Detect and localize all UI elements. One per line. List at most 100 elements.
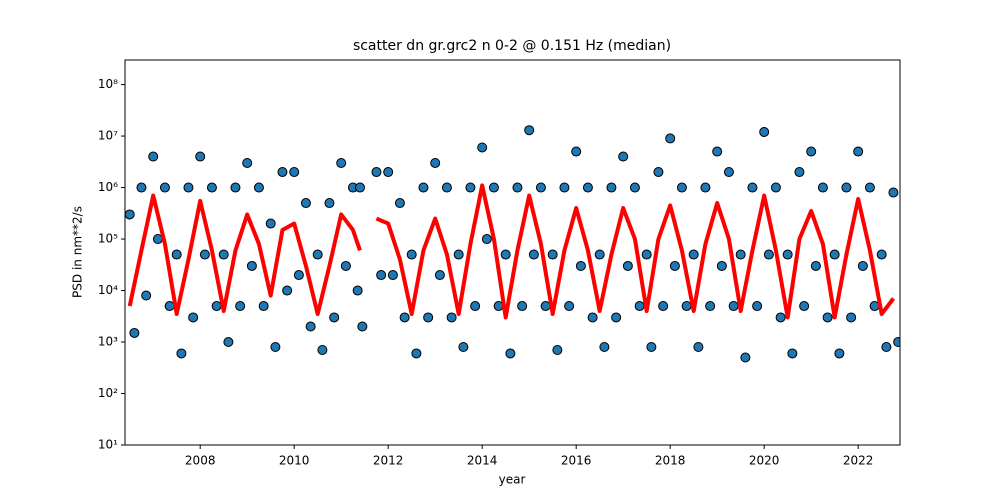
scatter-point [399,312,410,323]
scatter-point [277,167,288,178]
scatter-point [383,167,394,178]
scatter-point [787,348,798,359]
scatter-point [199,249,210,260]
x-tick-label: 2010 [279,454,310,468]
scatter-point [423,312,434,323]
scatter-point [300,198,311,209]
scatter-point [716,260,727,271]
scatter-point [371,167,382,178]
scatter-point [634,301,645,312]
scatter-point [575,260,586,271]
x-tick-label: 2008 [185,454,216,468]
scatter-point [242,157,253,168]
scatter-point [418,182,429,193]
scatter-point [376,270,387,281]
scatter-point [329,312,340,323]
scatter-point [354,182,365,193]
scatter-point [864,182,875,193]
scatter-point [740,352,751,363]
scatter-point [505,348,516,359]
scatter-point [564,301,575,312]
scatter-point [669,260,680,271]
scatter-point [340,260,351,271]
scatter-point [782,249,793,260]
scatter-point [293,270,304,281]
scatter-point [822,312,833,323]
scatter-point [752,301,763,312]
scatter-point [481,234,492,245]
scatter-point [658,301,669,312]
scatter-point [646,342,657,353]
scatter-point [441,182,452,193]
scatter-point [559,182,570,193]
scatter-point [411,348,422,359]
scatter-point [528,249,539,260]
x-tick-label: 2014 [467,454,498,468]
scatter-point [846,312,857,323]
y-tick-label: 10⁷ [98,129,118,143]
y-tick-label: 10⁸ [98,77,118,91]
scatter-point [470,301,481,312]
scatter-point [735,249,746,260]
scatter-point [728,301,739,312]
scatter-point [430,157,441,168]
x-tick-label: 2022 [843,454,874,468]
scatter-point [246,260,257,271]
scatter-point [265,218,276,229]
scatter-point [305,321,316,332]
scatter-point [552,344,563,355]
scatter-point [270,342,281,353]
scatter-point [763,249,774,260]
scatter-point [453,249,464,260]
scatter-point [223,337,234,348]
scatter-point [700,182,711,193]
scatter-point [129,327,140,338]
scatter-point [524,125,535,136]
scatter-point [488,182,499,193]
scatter-point [723,167,734,178]
scatter-point [806,146,817,157]
scatter-point [775,312,786,323]
scatter-point [458,342,469,353]
scatter-point [893,337,900,348]
scatter-point [810,260,821,271]
scatter-point [547,249,558,260]
scatter-point [594,249,605,260]
scatter-point [582,182,593,193]
scatter-point [434,270,445,281]
scatter-point [336,157,347,168]
scatter-point [881,342,892,353]
scatter-point [406,249,417,260]
scatter-point [176,348,187,359]
scatter-point [834,348,845,359]
y-tick-label: 10⁴ [98,283,118,297]
scatter-point [841,182,852,193]
x-tick-label: 2020 [749,454,780,468]
y-tick-label: 10⁶ [98,180,118,194]
x-tick-label: 2018 [655,454,686,468]
scatter-point [253,182,264,193]
y-tick-label: 10² [98,386,118,400]
scatter-point [712,146,723,157]
y-tick-label: 10⁵ [98,232,118,246]
scatter-point [352,285,363,296]
scatter-point [387,270,398,281]
scatter-point [317,344,328,355]
scatter-point [357,321,368,332]
median-line [127,183,896,320]
y-axis-label: PSD in nm**2/s [71,206,85,298]
scatter-point [235,301,246,312]
scatter-point [665,133,676,144]
scatter-point [693,342,704,353]
scatter-point [512,182,523,193]
scatter-point [817,182,828,193]
scatter-point [681,301,692,312]
scatter-point [394,198,405,209]
scatter-point [230,182,241,193]
scatter-point [125,209,135,220]
scatter-point [171,249,182,260]
scatter-point [159,182,170,193]
plot-area [125,125,900,363]
y-tick-label: 10¹ [98,438,118,452]
scatter-point [599,342,610,353]
